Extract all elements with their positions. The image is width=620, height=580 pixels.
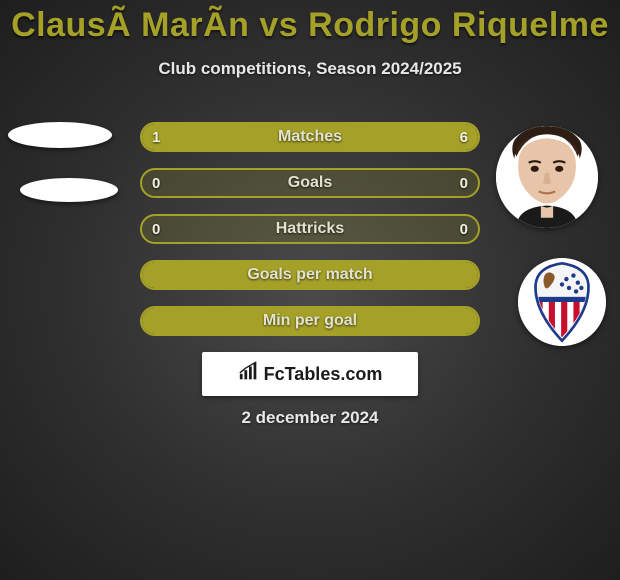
stat-value-left: 0 bbox=[152, 216, 160, 242]
stat-value-left: 0 bbox=[152, 170, 160, 196]
stat-value-right: 0 bbox=[460, 216, 468, 242]
stat-row-hattricks: Hattricks0 0 bbox=[140, 214, 480, 244]
player-right-club-crest bbox=[518, 258, 606, 346]
stat-row-matches: Matches1 6 bbox=[140, 122, 480, 152]
player-left-club-crest bbox=[20, 178, 118, 202]
stat-label: Hattricks bbox=[142, 216, 478, 242]
stat-rows: Matches16Goals00Hattricks00Goals per mat… bbox=[140, 122, 480, 352]
date-text: 2 december 2024 bbox=[0, 408, 620, 428]
stat-label: Goals per match bbox=[142, 262, 478, 288]
player-right-avatar bbox=[496, 126, 598, 228]
stat-row-goals: Goals0 0 bbox=[140, 168, 480, 198]
stat-row-goals-per-match: Goals per match bbox=[140, 260, 480, 290]
stat-label: Min per goal bbox=[142, 308, 478, 334]
stat-value-right: 6 bbox=[460, 124, 468, 150]
stat-row-min-per-goal: Min per goal bbox=[140, 306, 480, 336]
page-subtitle: Club competitions, Season 2024/2025 bbox=[0, 59, 620, 79]
stat-label: Matches bbox=[142, 124, 478, 150]
player-left-avatar bbox=[8, 122, 112, 148]
stat-value-left: 1 bbox=[152, 124, 160, 150]
brand-badge: FcTables.com bbox=[202, 352, 418, 396]
stat-label: Goals bbox=[142, 170, 478, 196]
stat-value-right: 0 bbox=[460, 170, 468, 196]
brand-text: FcTables.com bbox=[264, 364, 383, 385]
page-title: ClausÃ MarÃn vs Rodrigo Riquelme bbox=[0, 0, 620, 45]
brand-chart-icon bbox=[238, 361, 260, 388]
